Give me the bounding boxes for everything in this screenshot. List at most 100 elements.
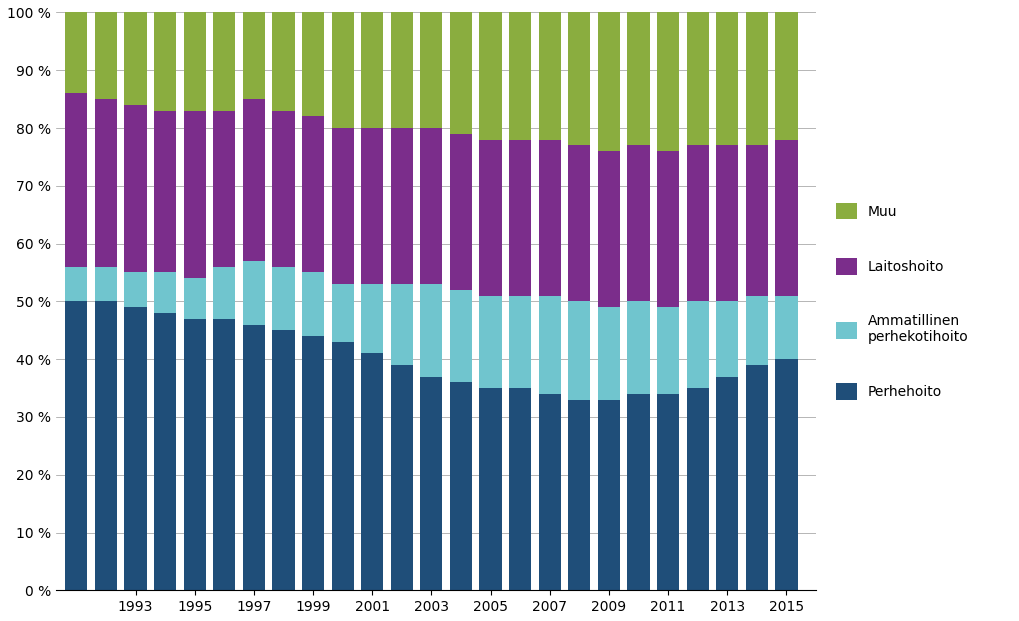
Bar (508, 140, 531, 296)
Bar (627, 145, 649, 301)
Bar (302, 273, 324, 336)
Bar (420, 376, 442, 591)
Bar (124, 273, 147, 307)
Bar (597, 151, 620, 307)
Bar (420, 284, 442, 376)
Bar (656, 12, 679, 151)
Bar (65, 12, 88, 93)
Bar (272, 330, 294, 591)
Bar (745, 296, 767, 365)
Bar (302, 336, 324, 591)
Bar (538, 394, 560, 591)
Bar (449, 134, 472, 290)
Bar (361, 128, 383, 284)
Bar (272, 111, 294, 266)
Bar (745, 12, 767, 145)
Bar (449, 290, 472, 383)
Bar (272, 12, 294, 111)
Bar (124, 105, 147, 273)
Bar (597, 400, 620, 591)
Bar (449, 12, 472, 134)
Bar (686, 145, 708, 301)
Bar (95, 12, 117, 99)
Bar (243, 99, 265, 261)
Bar (124, 12, 147, 105)
Bar (154, 111, 176, 273)
Bar (627, 394, 649, 591)
Bar (449, 383, 472, 591)
Bar (272, 266, 294, 330)
Bar (508, 12, 531, 140)
Bar (686, 12, 708, 145)
Bar (715, 145, 738, 301)
Bar (361, 284, 383, 353)
Bar (95, 99, 117, 266)
Bar (183, 12, 206, 111)
Bar (568, 400, 590, 591)
Bar (390, 12, 413, 128)
Bar (302, 117, 324, 273)
Bar (597, 307, 620, 400)
Bar (538, 12, 560, 140)
Bar (656, 151, 679, 307)
Bar (390, 365, 413, 591)
Bar (627, 301, 649, 394)
Bar (597, 12, 620, 151)
Bar (243, 12, 265, 99)
Bar (479, 296, 501, 388)
Bar (95, 301, 117, 591)
Bar (331, 12, 354, 128)
Bar (213, 319, 235, 591)
Bar (183, 111, 206, 278)
Bar (213, 266, 235, 319)
Bar (154, 12, 176, 111)
Bar (154, 273, 176, 313)
Bar (390, 128, 413, 284)
Bar (65, 93, 88, 266)
Bar (479, 12, 501, 140)
Bar (774, 12, 797, 140)
Bar (568, 12, 590, 145)
Bar (538, 140, 560, 296)
Bar (213, 111, 235, 266)
Bar (715, 376, 738, 591)
Bar (508, 388, 531, 591)
Bar (420, 128, 442, 284)
Bar (745, 145, 767, 296)
Bar (479, 140, 501, 296)
Bar (183, 278, 206, 319)
Bar (627, 12, 649, 145)
Bar (213, 12, 235, 111)
Bar (124, 307, 147, 591)
Bar (390, 284, 413, 365)
Bar (774, 296, 797, 359)
Bar (243, 325, 265, 591)
Bar (65, 266, 88, 301)
Bar (65, 301, 88, 591)
Bar (774, 359, 797, 591)
Bar (243, 261, 265, 325)
Bar (479, 388, 501, 591)
Bar (568, 145, 590, 301)
Bar (331, 284, 354, 342)
Bar (183, 319, 206, 591)
Bar (686, 301, 708, 388)
Bar (361, 12, 383, 128)
Bar (331, 342, 354, 591)
Bar (538, 296, 560, 394)
Bar (715, 12, 738, 145)
Bar (331, 128, 354, 284)
Legend: Muu, Laitoshoito, Ammatillinen
perhekotihoito, Perhehoito: Muu, Laitoshoito, Ammatillinen perhekoti… (829, 197, 973, 406)
Bar (774, 140, 797, 296)
Bar (686, 388, 708, 591)
Bar (361, 353, 383, 591)
Bar (420, 12, 442, 128)
Bar (95, 266, 117, 301)
Bar (154, 313, 176, 591)
Bar (302, 12, 324, 117)
Bar (568, 301, 590, 400)
Bar (508, 296, 531, 388)
Bar (656, 394, 679, 591)
Bar (745, 365, 767, 591)
Bar (656, 307, 679, 394)
